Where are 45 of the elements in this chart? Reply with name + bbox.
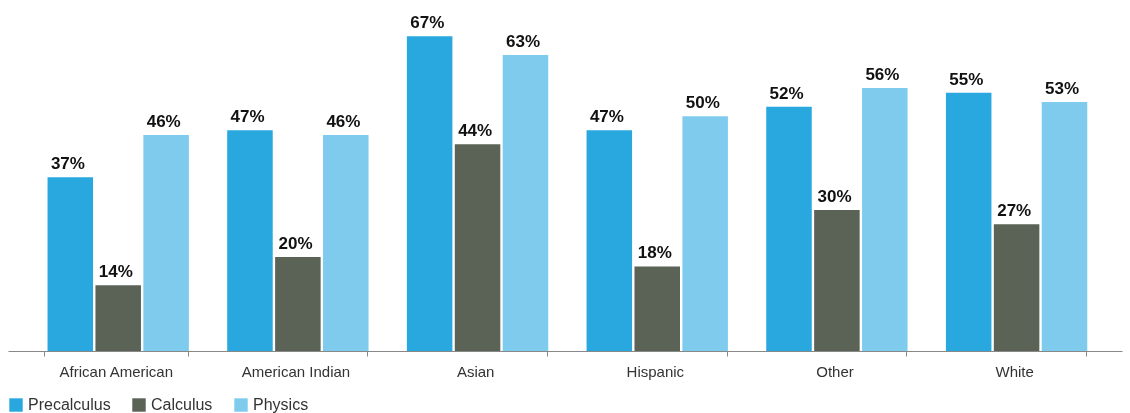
bar — [502, 55, 549, 351]
bar — [586, 130, 633, 351]
data-label: 67% — [410, 13, 445, 33]
x-tick-label: White — [995, 362, 1034, 380]
data-label: 27% — [997, 201, 1032, 221]
data-label: 47% — [230, 107, 265, 127]
x-tick-label: American Indian — [241, 362, 351, 380]
data-label: 55% — [949, 69, 984, 89]
data-label: 50% — [685, 93, 720, 113]
bar — [406, 36, 453, 351]
data-label: 14% — [98, 262, 133, 282]
bar — [323, 134, 369, 351]
data-label: 46% — [146, 111, 181, 131]
data-label: 46% — [326, 111, 361, 131]
data-label: 52% — [769, 83, 804, 103]
data-label: 53% — [1045, 79, 1080, 99]
bar — [275, 257, 321, 351]
x-tick-label: African American — [59, 362, 173, 380]
bar — [945, 92, 992, 351]
bar — [454, 144, 501, 351]
data-label: 30% — [817, 187, 852, 207]
data-label: 37% — [50, 154, 85, 174]
legend-label: Physics — [253, 396, 309, 413]
bar — [1041, 102, 1088, 351]
bar — [47, 177, 94, 351]
bar — [862, 87, 908, 351]
data-label: 56% — [865, 64, 900, 84]
x-tick-label: Other — [816, 362, 854, 380]
data-label: 63% — [506, 32, 541, 52]
x-tick-label: Hispanic — [626, 362, 685, 380]
data-label: 47% — [589, 107, 624, 127]
bar — [766, 106, 812, 351]
bar — [993, 224, 1040, 351]
bar — [682, 116, 728, 351]
bar — [143, 134, 189, 351]
bar — [634, 266, 680, 351]
legend-label: Precalculus — [28, 396, 111, 413]
bar — [814, 210, 860, 351]
bar — [227, 130, 273, 351]
bar — [95, 285, 141, 351]
data-label: 18% — [637, 243, 672, 263]
data-label: 20% — [278, 234, 313, 254]
data-label: 44% — [458, 121, 493, 141]
x-tick-label: Asian — [456, 362, 495, 380]
legend-label: Calculus — [151, 396, 213, 413]
